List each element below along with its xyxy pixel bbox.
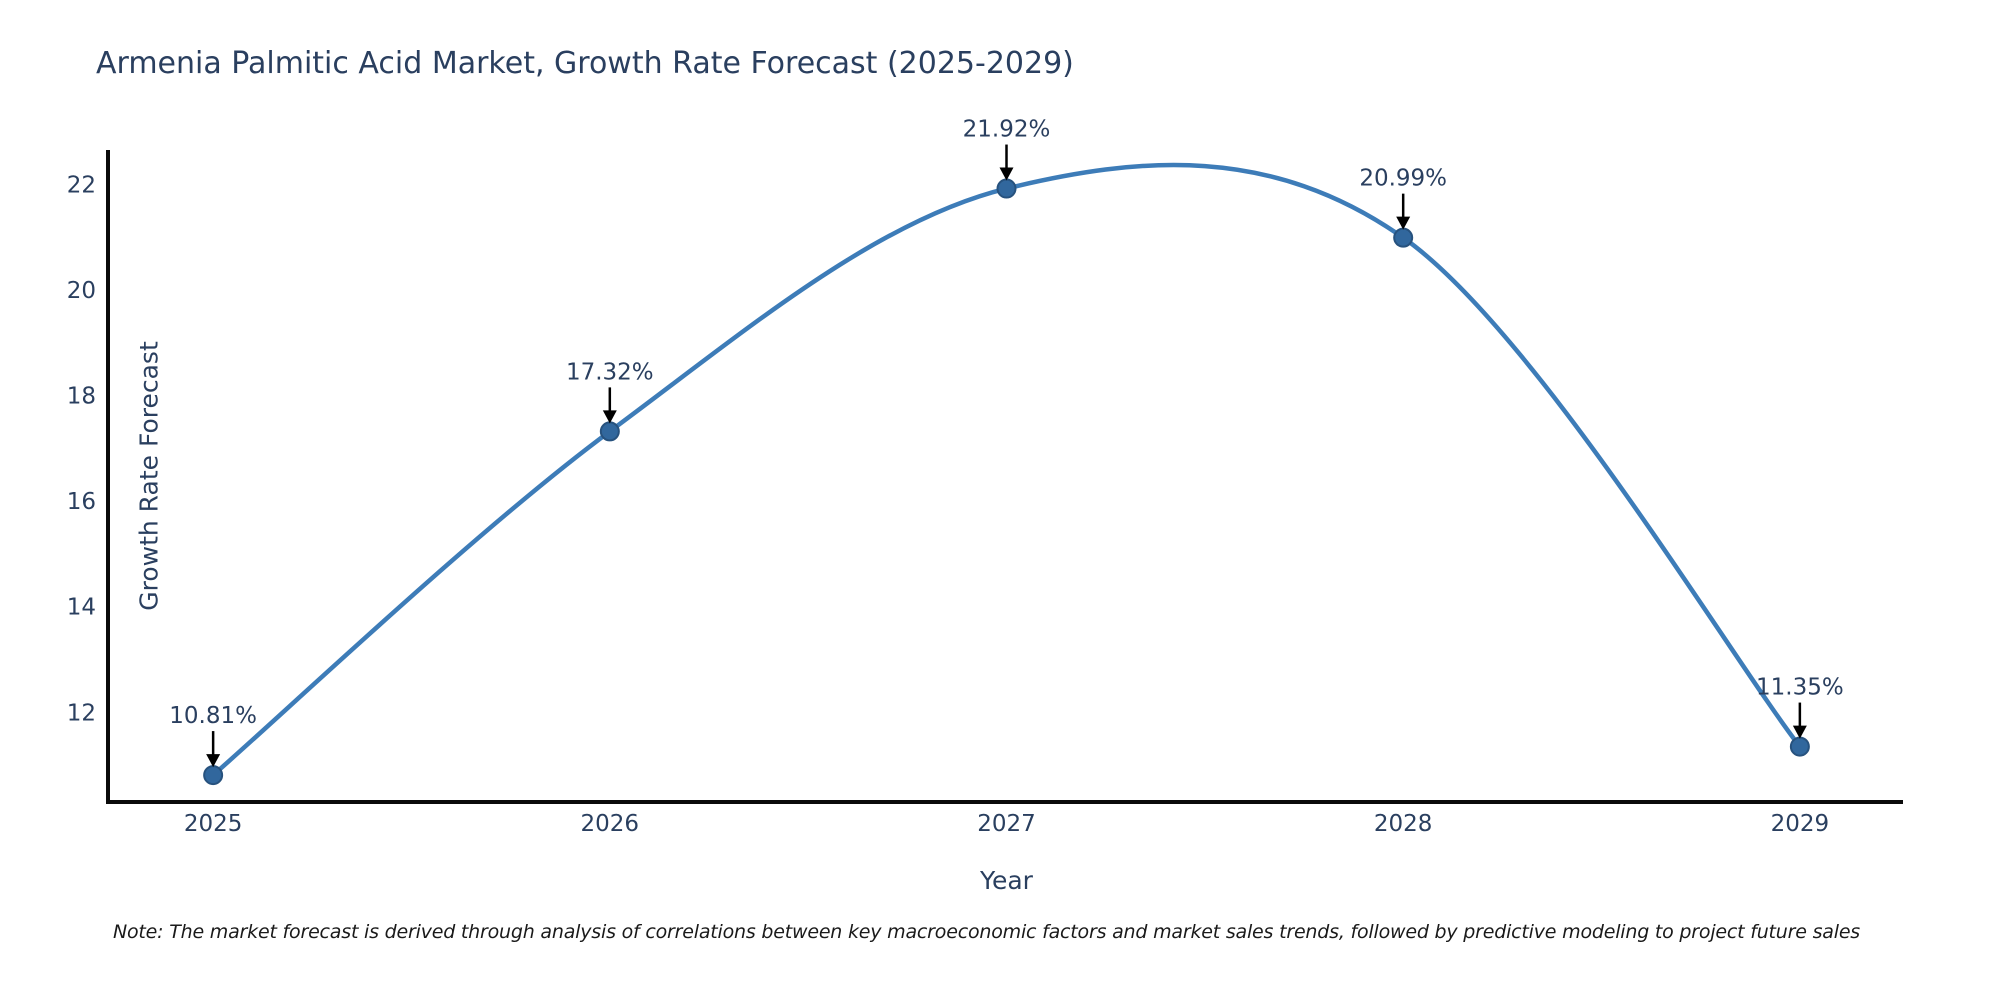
y-tick-label: 16 [67,489,96,515]
data-point-marker [599,421,620,442]
data-point-label: 21.92% [963,117,1051,143]
data-point-marker [1393,227,1414,248]
data-point-marker [1789,736,1810,757]
annotation-arrowhead [602,410,617,424]
x-tick-label: 2028 [1374,811,1433,837]
x-axis-title: Year [980,866,1033,895]
data-point-marker [996,178,1017,199]
forecast-spline-line [210,162,1803,778]
y-tick-label: 20 [67,278,96,304]
x-tick-label: 2029 [1771,811,1830,837]
x-tick-label: 2026 [581,811,640,837]
data-point-label: 20.99% [1359,166,1447,192]
y-tick-label: 22 [67,172,96,198]
annotation-arrowhead [1792,725,1807,739]
data-point-label: 11.35% [1756,675,1844,701]
y-axis-title: Growth Rate Forecast [134,341,164,611]
x-tick-label: 2025 [184,811,243,837]
y-tick-label: 18 [67,383,96,409]
y-tick-label: 12 [67,700,96,726]
data-point-marker [203,765,224,786]
x-tick-label: 2027 [977,811,1036,837]
annotation-arrowhead [1396,216,1411,230]
annotation-arrowhead [999,167,1014,181]
footnote: Note: The market forecast is derived thr… [113,921,1861,943]
chart-title: Armenia Palmitic Acid Market, Growth Rat… [96,46,1074,81]
data-point-label: 17.32% [566,359,654,385]
y-tick-label: 14 [67,595,96,621]
annotation-arrowhead [206,754,221,768]
data-point-label: 10.81% [169,703,257,729]
